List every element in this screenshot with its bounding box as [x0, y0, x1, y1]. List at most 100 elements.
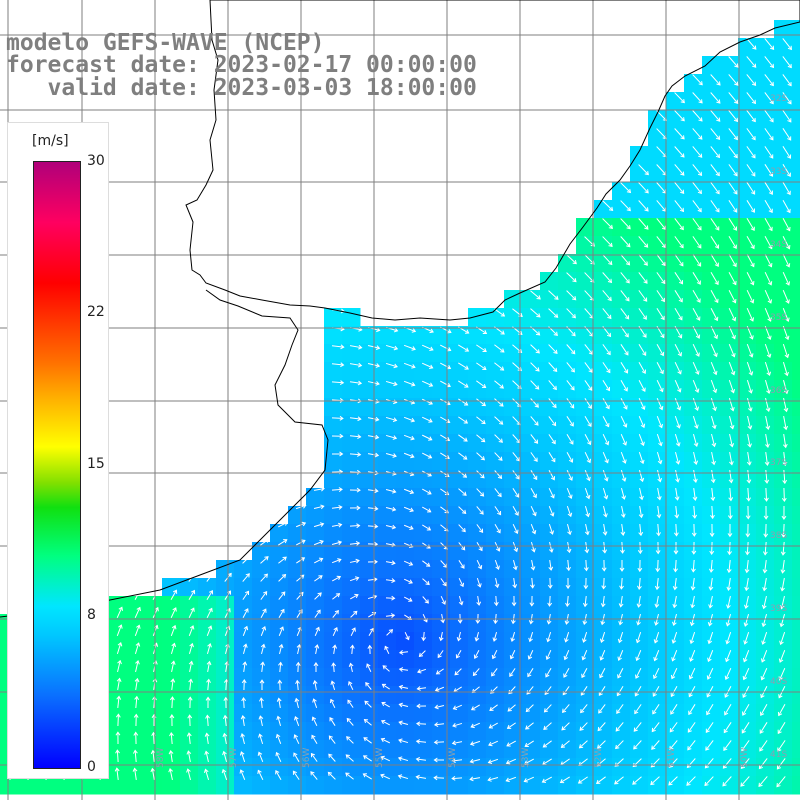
field-cell: [432, 776, 451, 795]
field-cell: [576, 362, 595, 381]
field-cell: [342, 776, 361, 795]
wind-arrow: [765, 415, 771, 430]
wind-arrow: [728, 146, 738, 159]
wind-arrow: [506, 740, 516, 747]
wind-arrow: [764, 236, 773, 250]
field-cell: [414, 326, 433, 345]
wind-arrow: [724, 667, 732, 681]
wind-arrow: [710, 182, 720, 195]
field-cell: [666, 434, 685, 453]
field-cell: [270, 632, 289, 651]
wind-arrow: [688, 704, 696, 716]
field-cell: [702, 308, 721, 327]
field-cell: [594, 686, 613, 705]
wind-arrow: [657, 469, 663, 483]
wind-arrow: [728, 128, 738, 141]
wind-arrow: [599, 649, 606, 661]
field-cell: [522, 542, 541, 561]
wind-arrow: [530, 380, 540, 390]
field-cell: [432, 362, 451, 381]
field-cell: [648, 254, 667, 273]
wind-arrow: [566, 308, 576, 319]
field-cell: [396, 344, 415, 363]
field-cell: [756, 650, 775, 669]
field-cell: [612, 740, 631, 759]
wind-arrow: [779, 595, 785, 610]
field-cell: [306, 560, 325, 579]
field-cell: [684, 524, 703, 543]
wind-arrow: [674, 128, 685, 140]
field-cell: [216, 722, 235, 741]
field-cell: [792, 704, 800, 723]
field-cell: [486, 326, 505, 345]
field-cell: [162, 758, 181, 777]
wind-arrow: [584, 380, 593, 391]
wind-arrow: [602, 469, 609, 482]
wind-arrow: [692, 361, 700, 375]
field-cell: [630, 182, 649, 201]
field-cell: [198, 632, 217, 651]
wind-arrow: [259, 679, 265, 691]
wind-arrow: [634, 704, 642, 715]
wind-arrow: [747, 415, 753, 430]
wind-arrow: [674, 505, 680, 519]
wind-arrow: [242, 661, 248, 673]
field-cell: [792, 218, 800, 237]
field-cell: [684, 470, 703, 489]
wind-arrow: [675, 469, 680, 483]
wind-arrow: [584, 434, 592, 446]
wind-arrow: [417, 668, 427, 674]
field-cell: [378, 596, 397, 615]
wind-arrow: [782, 164, 791, 177]
wind-arrow: [761, 631, 768, 645]
wind-arrow: [381, 701, 390, 708]
field-cell: [684, 254, 703, 273]
field-cell: [162, 650, 181, 669]
field-cell: [648, 596, 667, 615]
field-cell: [720, 434, 739, 453]
wind-arrow: [527, 668, 534, 678]
field-cell: [414, 776, 433, 795]
title-valid-date: valid date: 2023-03-03 18:00:00: [6, 75, 477, 101]
wind-arrow: [762, 541, 768, 556]
wind-arrow: [494, 434, 503, 443]
wind-arrow: [381, 683, 390, 690]
field-cell: [774, 362, 793, 381]
field-cell: [342, 560, 361, 579]
wind-arrow: [708, 577, 714, 591]
colorbar-tick-22: 22: [87, 304, 105, 320]
wind-arrow: [511, 595, 517, 607]
wind-arrow: [777, 740, 786, 752]
wind-arrow: [652, 686, 660, 697]
field-cell: [36, 776, 55, 795]
field-cell: [216, 776, 235, 795]
wind-arrow: [620, 218, 631, 230]
field-cell: [288, 650, 307, 669]
field-cell: [378, 362, 397, 381]
field-cell: [432, 758, 451, 777]
field-cell: [108, 740, 127, 759]
wind-arrow: [474, 631, 480, 642]
field-cell: [486, 452, 505, 471]
field-cell: [468, 344, 487, 363]
field-cell: [594, 218, 613, 237]
field-cell: [396, 704, 415, 723]
field-cell: [180, 632, 199, 651]
field-cell: [396, 686, 415, 705]
field-cell: [540, 362, 559, 381]
wind-arrow: [783, 415, 789, 431]
field-cell: [792, 578, 800, 597]
field-cell: [180, 776, 199, 795]
wind-arrow: [638, 397, 646, 411]
wind-arrow: [710, 343, 718, 358]
field-cell: [378, 488, 397, 507]
field-cell: [774, 38, 793, 57]
wind-arrow: [746, 164, 756, 177]
wind-arrow: [566, 541, 572, 554]
coast-argentina: [0, 289, 329, 618]
wind-arrow: [764, 182, 773, 195]
field-cell: [540, 452, 559, 471]
wind-arrow: [548, 308, 559, 318]
field-cell: [396, 632, 415, 651]
wind-arrow: [348, 681, 354, 691]
